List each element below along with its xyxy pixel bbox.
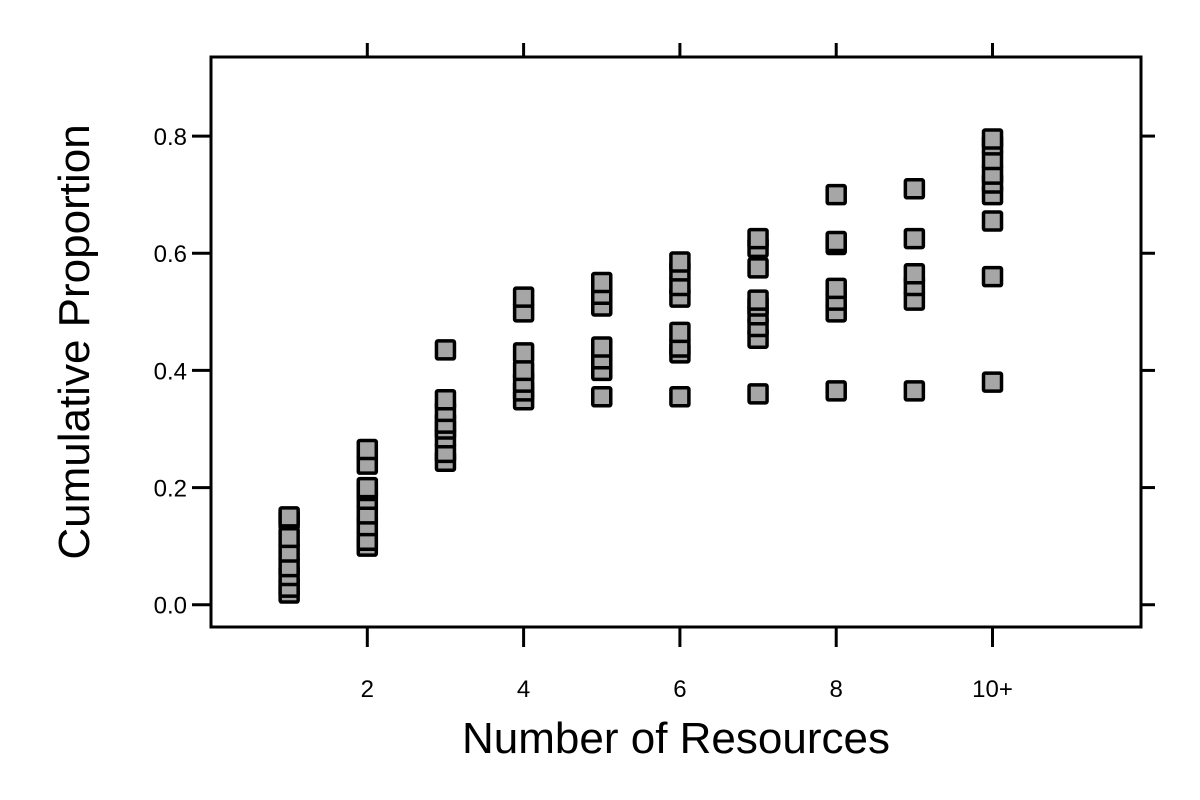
data-point xyxy=(825,230,847,253)
data-point xyxy=(591,271,613,294)
data-point xyxy=(512,286,535,308)
data-point xyxy=(278,506,300,528)
data-point xyxy=(903,227,926,250)
data-point xyxy=(747,257,769,279)
x-axis-title: Number of Resources xyxy=(462,714,890,763)
x-tick-label: 2 xyxy=(361,676,374,703)
data-point xyxy=(512,342,535,364)
plot-frame xyxy=(209,55,1143,629)
y-tick-label: 0.2 xyxy=(154,476,187,503)
x-axis: 2 4 6 8 10+ xyxy=(361,43,1013,703)
y-axis: 0.0 0.2 0.4 0.6 0.8 xyxy=(154,124,1155,620)
data-point xyxy=(981,265,1004,288)
y-tick-label: 0.8 xyxy=(154,124,187,151)
y-axis-title: Cumulative Proportion xyxy=(50,124,99,559)
y-tick-label: 0.0 xyxy=(154,593,187,620)
data-point xyxy=(278,526,300,549)
data-point xyxy=(669,321,691,344)
y-tick-label: 0.6 xyxy=(154,241,187,268)
data-point xyxy=(669,386,691,408)
data-point xyxy=(747,289,769,311)
data-point xyxy=(356,476,379,499)
data-point xyxy=(825,380,847,402)
data-point xyxy=(356,438,379,461)
x-tick-label: 4 xyxy=(517,676,530,703)
data-point xyxy=(669,251,691,273)
data-point xyxy=(434,339,457,361)
data-point xyxy=(512,359,535,382)
x-tick-label: 8 xyxy=(830,676,843,703)
data-point xyxy=(747,383,769,405)
data-points xyxy=(278,128,1004,604)
data-point xyxy=(434,388,457,411)
data-point xyxy=(591,386,613,408)
data-point xyxy=(903,263,926,285)
data-point xyxy=(903,178,926,200)
y-tick-label: 0.4 xyxy=(154,358,187,385)
data-point xyxy=(981,128,1004,150)
data-point xyxy=(981,371,1004,393)
x-tick-label: 10+ xyxy=(972,676,1013,703)
data-point xyxy=(903,380,926,402)
data-point xyxy=(825,277,847,300)
data-point xyxy=(591,336,613,358)
x-tick-label: 6 xyxy=(673,676,686,703)
data-point xyxy=(747,227,769,250)
data-point xyxy=(981,210,1004,232)
data-point xyxy=(825,183,847,206)
